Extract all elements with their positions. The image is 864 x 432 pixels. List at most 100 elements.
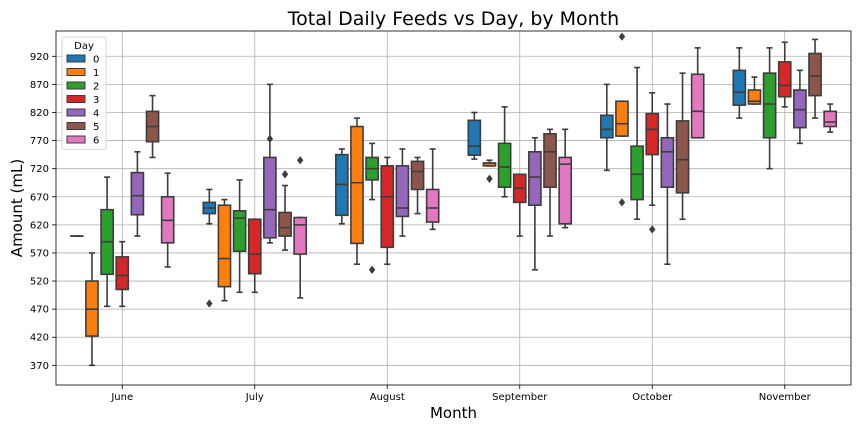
y-tick-label: 820 bbox=[30, 108, 49, 119]
outlier-point bbox=[618, 198, 626, 207]
box-4-November bbox=[793, 69, 807, 145]
box-6-September bbox=[558, 128, 573, 229]
y-tick-label: 520 bbox=[30, 277, 49, 288]
x-tick-label: July bbox=[245, 392, 264, 403]
series-1 bbox=[85, 32, 762, 367]
box-body bbox=[690, 73, 705, 139]
y-axis-label: Amount (mL) bbox=[8, 159, 26, 257]
x-tick-label: November bbox=[759, 392, 812, 403]
box-body bbox=[350, 125, 364, 245]
y-tick-label: 570 bbox=[30, 248, 49, 259]
box-2-October bbox=[630, 66, 644, 221]
box-body bbox=[395, 165, 410, 218]
box-body bbox=[115, 256, 130, 291]
legend-item-6: 6 bbox=[66, 135, 99, 147]
box-series bbox=[69, 32, 838, 367]
legend-item-0: 0 bbox=[66, 54, 99, 66]
y-tick-label: 720 bbox=[30, 164, 49, 175]
box-body bbox=[599, 114, 614, 139]
box-body bbox=[217, 204, 232, 288]
box-body bbox=[130, 171, 145, 216]
outlier-point bbox=[649, 225, 656, 234]
box-body bbox=[630, 145, 644, 201]
box-body bbox=[660, 136, 675, 189]
series-0 bbox=[69, 47, 747, 308]
box-body bbox=[543, 133, 557, 189]
box-5-October bbox=[675, 72, 690, 221]
chart-title: Total Daily Feeds vs Day, by Month bbox=[287, 8, 619, 30]
box-5-November bbox=[808, 38, 822, 119]
box-body bbox=[762, 72, 777, 139]
box-5-July bbox=[278, 170, 292, 251]
box-6-August bbox=[425, 148, 440, 231]
box-body bbox=[247, 218, 262, 275]
box-3-June bbox=[115, 240, 130, 308]
y-tick-label: 920 bbox=[30, 52, 49, 63]
axis-ticks: 370420470520570620670720770820870920June… bbox=[30, 52, 812, 403]
box-body bbox=[615, 100, 629, 137]
box-body bbox=[380, 165, 395, 249]
box-body bbox=[823, 110, 838, 128]
box-0-October bbox=[599, 83, 614, 172]
legend-label: 2 bbox=[93, 82, 99, 93]
series-6 bbox=[160, 47, 838, 299]
box-4-October bbox=[660, 103, 675, 265]
box-5-August bbox=[410, 156, 425, 215]
legend: Day 0 1 2 3 4 5 6 bbox=[61, 36, 107, 150]
box-1-November bbox=[747, 76, 762, 105]
legend-item-1: 1 bbox=[66, 68, 99, 79]
x-axis-label: Month bbox=[430, 404, 477, 422]
box-0-August bbox=[334, 148, 349, 225]
box-6-June bbox=[160, 172, 175, 268]
outlier-point bbox=[486, 174, 493, 183]
series-3 bbox=[115, 41, 792, 308]
box-body bbox=[793, 89, 807, 129]
y-tick-label: 420 bbox=[30, 333, 49, 344]
legend-swatch bbox=[66, 122, 86, 130]
y-tick-label: 870 bbox=[30, 80, 49, 91]
box-body bbox=[528, 151, 542, 206]
outlier-point bbox=[618, 32, 626, 41]
plot-area-frame bbox=[55, 30, 852, 386]
box-body bbox=[497, 142, 512, 189]
box-0-July bbox=[202, 188, 217, 308]
box-1-June bbox=[85, 252, 99, 367]
box-2-September bbox=[497, 106, 512, 198]
legend-swatch bbox=[66, 81, 86, 90]
outlier-point bbox=[266, 134, 274, 144]
box-body bbox=[232, 210, 247, 253]
box-6-October bbox=[690, 47, 705, 139]
box-body bbox=[675, 120, 690, 194]
box-3-July bbox=[247, 218, 262, 294]
box-2-November bbox=[762, 47, 777, 170]
box-5-June bbox=[145, 94, 160, 159]
box-4-September bbox=[528, 136, 542, 271]
legend-label: 0 bbox=[93, 55, 99, 66]
legend-item-3: 3 bbox=[66, 95, 99, 106]
box-1-October bbox=[615, 32, 629, 207]
outlier-point bbox=[368, 265, 376, 274]
box-3-September bbox=[512, 173, 527, 237]
box-2-July bbox=[232, 179, 247, 294]
legend-item-2: 2 bbox=[66, 81, 99, 93]
y-tick-label: 470 bbox=[30, 305, 49, 316]
y-tick-label: 670 bbox=[30, 192, 49, 203]
box-1-September bbox=[482, 159, 497, 183]
legend-swatch bbox=[66, 95, 86, 103]
x-tick-label: September bbox=[492, 392, 548, 403]
box-6-July bbox=[293, 156, 308, 299]
series-4 bbox=[130, 69, 807, 271]
box-4-June bbox=[130, 151, 145, 237]
legend-label: 3 bbox=[93, 95, 99, 106]
box-body bbox=[467, 119, 482, 156]
box-3-November bbox=[777, 41, 792, 108]
box-4-July bbox=[263, 83, 277, 244]
box-body bbox=[808, 52, 822, 97]
box-5-September bbox=[543, 128, 557, 237]
outlier-point bbox=[206, 299, 213, 308]
legend-swatch bbox=[66, 68, 86, 76]
box-2-August bbox=[365, 142, 379, 274]
x-tick-label: October bbox=[632, 392, 673, 403]
legend-label: 5 bbox=[93, 122, 99, 133]
